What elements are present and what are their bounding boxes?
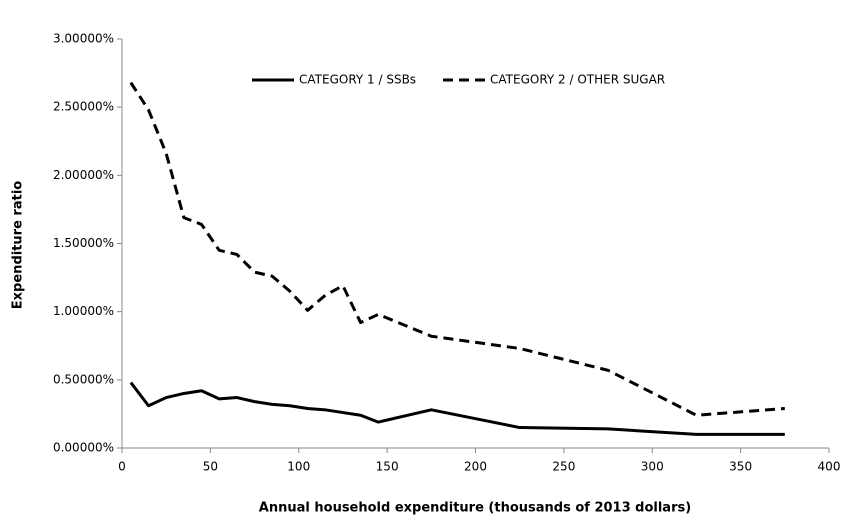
x-tick-label: 350 — [729, 460, 752, 474]
y-tick-label: 1.00000% — [53, 304, 114, 318]
series-line — [129, 81, 785, 417]
x-tick-label: 200 — [464, 460, 487, 474]
x-tick-label: 50 — [203, 460, 218, 474]
y-tick-label: 2.00000% — [53, 168, 114, 182]
legend-label: CATEGORY 2 / OTHER SUGAR — [490, 73, 665, 87]
y-tick-label: 0.00000% — [53, 441, 114, 455]
y-tick-label: 0.50000% — [53, 372, 114, 386]
x-tick-label: 400 — [818, 460, 841, 474]
x-tick-label: 150 — [376, 460, 399, 474]
y-tick-label: 2.50000% — [53, 100, 114, 114]
y-tick-label: 3.00000% — [53, 32, 114, 46]
legend-label: CATEGORY 1 / SSBs — [299, 73, 416, 87]
x-tick-label: 100 — [287, 460, 310, 474]
y-tick-label: 1.50000% — [53, 236, 114, 250]
x-axis-title: Annual household expenditure (thousands … — [259, 501, 691, 516]
series-line — [129, 381, 785, 436]
x-tick-label: 250 — [552, 460, 575, 474]
x-tick-label: 300 — [641, 460, 664, 474]
x-tick-label: 0 — [118, 460, 126, 474]
y-axis-title: Expenditure ratio — [11, 181, 26, 309]
